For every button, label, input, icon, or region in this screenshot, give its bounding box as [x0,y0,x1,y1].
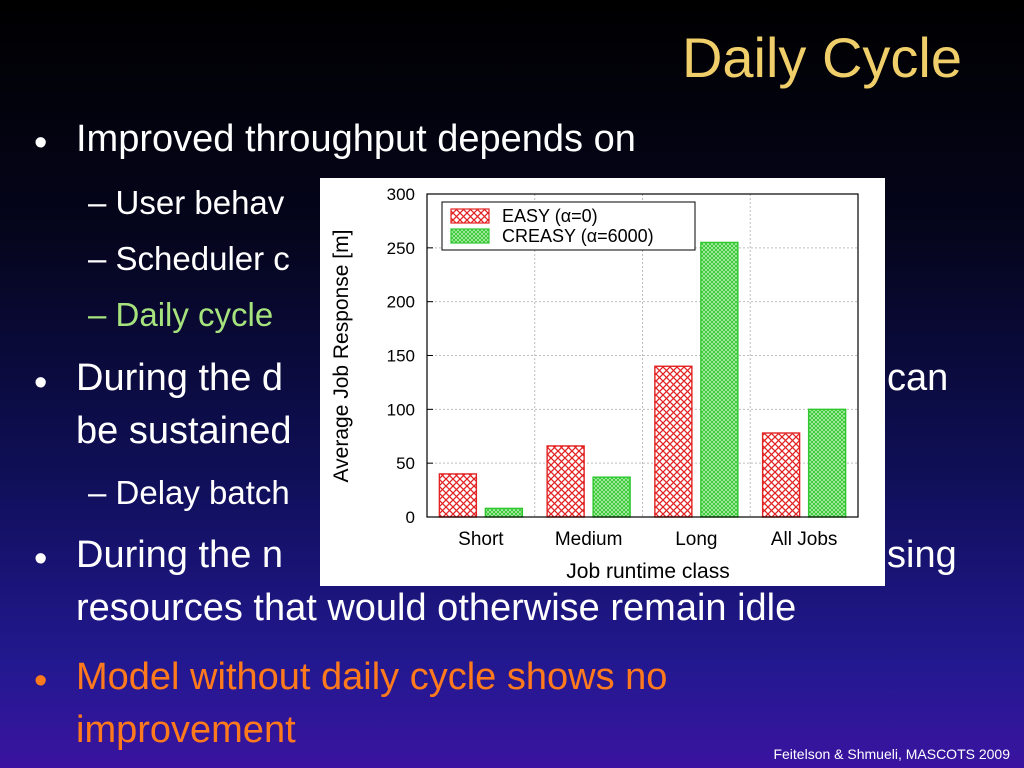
bar-easy-long [654,365,693,518]
y-tick-label: 0 [406,508,415,527]
y-tick-label: 200 [387,293,415,312]
bullet-marker: • [34,660,48,702]
plot-frame [426,193,859,518]
bar-creasy-all-jobs [807,408,847,518]
legend-swatch [450,228,490,244]
bullet-during-night-cont: resources that would otherwise remain id… [76,587,797,629]
text-fragment: can [887,357,949,399]
bar-easy-medium [546,445,585,518]
bar-easy-all-jobs [761,432,801,518]
sub-bullet-user-behavior: – User behav [88,184,285,221]
x-axis-label: Job runtime class [566,560,729,583]
legend-entry: EASY (α=0) [502,206,598,226]
x-tick-label: All Jobs [771,529,838,550]
slide-title: Daily Cycle [681,26,962,89]
sub-bullet-daily-cycle: – Daily cycle [88,296,274,333]
bullet-throughput: Improved throughput depends on [76,118,636,160]
sub-bullet-delay-batch: – Delay batch [88,474,290,511]
bar-chart-panel: 0 50 100 150 200 250 300 Short Medium Long All Job… [320,178,885,586]
bullet-during-day-cont: be sustained [76,410,292,452]
bar-creasy-long [700,241,739,518]
bar-creasy-short [484,507,524,518]
y-tick-label: 50 [396,454,415,473]
footer-citation: Feitelson & Shmueli, MASCOTS 2009 [773,746,1010,762]
bullet-model-no-cycle: Model without daily cycle shows no [76,656,668,698]
y-tick-label: 300 [387,185,415,204]
bullet-model-no-cycle-cont: improvement [76,709,296,751]
bullet-marker: • [34,362,48,404]
y-axis-label: Average Job Response [m] [330,230,353,483]
y-tick-label: 150 [387,347,415,366]
x-tick-label: Short [458,529,504,550]
legend-swatch [450,208,490,224]
sub-bullet-scheduler: – Scheduler c [88,240,290,277]
bullet-during-day: During the d [76,357,284,399]
text-fragment: sing [887,534,957,576]
x-tick-label: Medium [555,529,623,550]
legend-entry: CREASY (α=6000) [502,226,654,246]
x-tick-label: Long [675,529,717,550]
bullet-during-night: During the n [76,534,284,576]
y-tick-label: 250 [387,239,415,258]
bar-creasy-medium [592,476,631,518]
bullet-marker: • [34,538,48,580]
bullet-marker: • [34,122,48,164]
bar-chart: 0 50 100 150 200 250 300 Short Medium Long All Job… [330,185,859,583]
y-tick-label: 100 [387,400,415,419]
bar-easy-short [438,473,478,518]
